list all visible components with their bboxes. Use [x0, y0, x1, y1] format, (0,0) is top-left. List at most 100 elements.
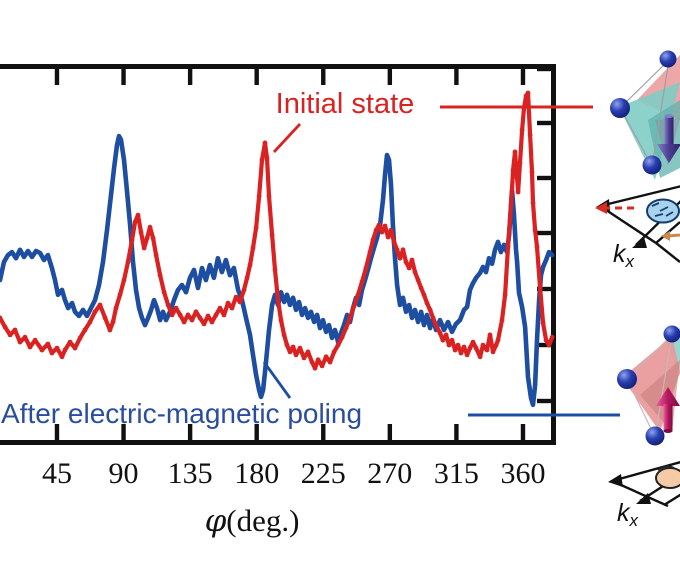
- x-tick: [54, 69, 60, 85]
- data-point-marker: [367, 249, 373, 255]
- x-tick: [121, 424, 126, 440]
- spin-arrow-up: [656, 387, 680, 433]
- data-point-marker: [237, 299, 243, 305]
- data-point-marker: [529, 169, 535, 175]
- data-point-marker: [297, 345, 303, 351]
- y-tick: [537, 286, 552, 292]
- x-tick: [387, 69, 393, 85]
- x-tick: [254, 69, 259, 85]
- x-tick-label: 180: [234, 457, 279, 490]
- data-point-marker: [455, 342, 461, 348]
- atom-sphere: [663, 325, 680, 343]
- data-point-marker: [293, 352, 299, 358]
- data-point-marker: [229, 305, 235, 311]
- data-point-marker: [540, 320, 546, 326]
- data-point-marker: [382, 223, 388, 229]
- kx-arrowhead: [632, 237, 647, 248]
- data-point-marker: [147, 224, 153, 230]
- x-tick: [187, 424, 193, 440]
- data-point-marker: [189, 317, 195, 323]
- data-point-marker: [546, 342, 552, 348]
- x-tick-label: 225: [301, 457, 346, 490]
- data-point-marker: [113, 305, 119, 311]
- x-tick-label: 90: [109, 457, 139, 490]
- data-point-marker: [343, 325, 349, 331]
- data-point-marker: [312, 365, 318, 371]
- initial-state-pointer-line: [272, 123, 302, 153]
- illustration-after-poling: kx: [608, 325, 680, 530]
- data-point-marker: [92, 309, 98, 315]
- data-point-marker: [59, 354, 65, 360]
- data-point-marker: [315, 357, 321, 363]
- data-point-marker: [132, 219, 138, 225]
- x-tick-label: 135: [168, 457, 213, 490]
- data-point-marker: [510, 167, 516, 173]
- data-point-marker: [201, 321, 207, 327]
- data-point-marker: [397, 255, 403, 261]
- kx-letter: k: [617, 499, 631, 527]
- data-point-marker: [480, 342, 486, 348]
- k-plane: [599, 185, 680, 263]
- data-point-marker: [339, 334, 345, 340]
- data-point-marker: [464, 352, 470, 358]
- deg-unit: (deg.): [226, 503, 299, 538]
- curve-after-poling: [0, 133, 555, 408]
- data-point-marker: [517, 160, 523, 166]
- data-point-marker: [269, 232, 275, 238]
- tetrahedron-edges: [619, 59, 670, 167]
- data-point-marker: [458, 350, 464, 356]
- data-point-marker: [77, 335, 83, 341]
- kx-arrowhead: [636, 493, 651, 504]
- x-tick: [520, 424, 526, 440]
- data-point-marker: [82, 327, 88, 333]
- data-point-marker: [452, 347, 458, 353]
- atom-sphere: [610, 98, 630, 118]
- poling-pointer-line: [262, 361, 292, 399]
- data-point-marker: [473, 345, 479, 351]
- x-tick-label: 45: [42, 457, 72, 490]
- data-point-marker: [412, 269, 418, 275]
- tetrahedron-edges: [626, 334, 673, 438]
- data-point-marker: [173, 305, 179, 311]
- x-tick: [321, 424, 326, 440]
- curve-initial-state: [0, 90, 555, 371]
- data-point-marker: [532, 227, 538, 233]
- data-point-marker: [403, 259, 409, 265]
- data-point-marker: [290, 344, 296, 350]
- data-point-marker: [87, 319, 93, 325]
- data-point-marker: [153, 252, 159, 258]
- data-point-marker: [549, 334, 555, 340]
- data-point-marker: [347, 315, 353, 321]
- data-point-marker: [534, 244, 540, 250]
- x-tick: [387, 424, 393, 440]
- top-tick-marks: [54, 69, 526, 85]
- data-point-marker: [110, 319, 116, 325]
- data-point-marker: [319, 363, 325, 369]
- kx-subscript: x: [629, 511, 639, 530]
- data-point-marker: [244, 275, 250, 281]
- data-point-marker: [247, 262, 253, 268]
- data-point-marker: [125, 259, 131, 265]
- data-point-marker: [323, 354, 329, 360]
- data-point-marker: [388, 227, 394, 233]
- y-tick: [537, 175, 552, 181]
- data-point-marker: [209, 319, 215, 325]
- data-point-marker: [287, 349, 293, 355]
- data-point-marker: [284, 342, 290, 348]
- data-point-marker: [150, 235, 156, 241]
- data-point-marker: [406, 265, 412, 271]
- data-point-marker: [505, 244, 511, 250]
- data-point-marker: [355, 292, 361, 298]
- data-point-marker: [22, 334, 28, 340]
- data-point-marker: [266, 193, 272, 199]
- data-point-marker: [54, 345, 60, 351]
- data-point-marker: [421, 292, 427, 298]
- data-point-marker: [514, 175, 520, 181]
- x-axis-label: φ(deg.): [205, 503, 300, 539]
- top-spine: [0, 64, 556, 69]
- data-point-marker: [537, 284, 543, 290]
- data-point-marker: [32, 337, 38, 343]
- data-point-marker: [433, 322, 439, 328]
- data-point-marker: [205, 313, 211, 319]
- data-point-marker: [327, 359, 333, 365]
